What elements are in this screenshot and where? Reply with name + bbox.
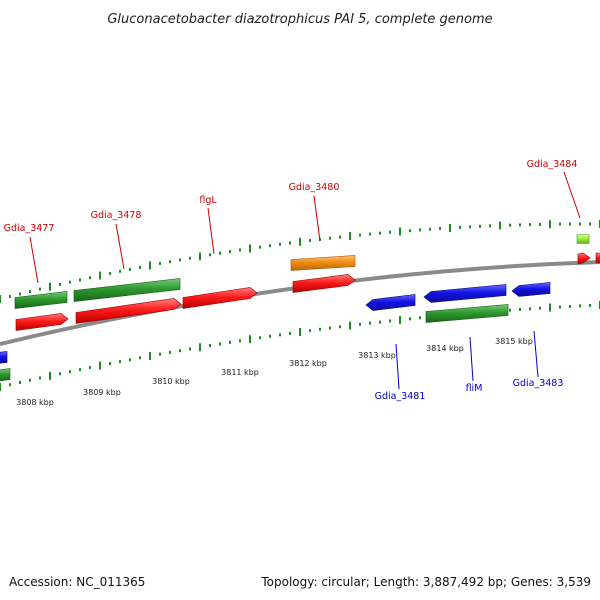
leader-flim — [469, 336, 474, 382]
gene-arrow-edge[interactable] — [595, 252, 600, 264]
leader-gdia-3481 — [395, 343, 400, 390]
gene-arrow-flim[interactable] — [423, 284, 507, 303]
label-leader-lines — [29, 171, 581, 390]
ruler-label: 3812 kbp — [289, 359, 327, 368]
gene-arrow-orange[interactable] — [290, 255, 356, 271]
ruler-label: 3814 kbp — [426, 344, 464, 353]
leader-gdia-3477 — [29, 236, 39, 284]
leader-flgl — [207, 207, 215, 255]
map-title: Gluconacetobacter diazotrophicus PAI 5, … — [107, 12, 492, 27]
gene-label-gdia-3484[interactable]: Gdia_3484 — [527, 159, 578, 170]
ruler-label: 3815 kbp — [495, 337, 533, 346]
gene-label-gdia-3481[interactable]: Gdia_3481 — [375, 391, 426, 402]
gene-arrow-green-edge[interactable] — [0, 368, 11, 382]
gene-label-gdia-3483[interactable]: Gdia_3483 — [513, 378, 564, 389]
gene-arrow-green-2[interactable] — [73, 278, 181, 302]
leader-gdia-3484 — [563, 171, 581, 219]
gene-arrow-gdia-3478[interactable] — [75, 298, 182, 324]
gene-arrow-gdia-3481[interactable] — [365, 294, 416, 311]
gene-arrow-green-1[interactable] — [14, 291, 68, 309]
ruler-labels: 3808 kbp 3809 kbp 3810 kbp 3811 kbp 3812 kbp… — [16, 337, 533, 407]
gene-label-gdia-3477[interactable]: Gdia_3477 — [4, 223, 55, 234]
ruler-label: 3811 kbp — [221, 368, 259, 377]
gene-arrow-small[interactable] — [577, 252, 591, 265]
ruler-label: 3808 kbp — [16, 398, 54, 407]
gene-arrow-gdia-3483[interactable] — [511, 282, 551, 297]
ruler-label: 3813 kbp — [358, 351, 396, 360]
accession-text: Accession: NC_011365 — [9, 575, 145, 589]
leader-gdia-3478 — [115, 223, 125, 270]
gene-label-flgl[interactable]: flgL — [199, 195, 217, 206]
leader-gdia-3483 — [533, 330, 539, 378]
gene-features — [0, 234, 600, 382]
ruler-label: 3809 kbp — [83, 388, 121, 397]
gene-arrow-lightgreen[interactable] — [576, 234, 590, 244]
gene-arrow-gdia-3480[interactable] — [292, 274, 356, 293]
topology-text: Topology: circular; Length: 3,887,492 bp… — [260, 575, 591, 589]
upper-tick-track — [0, 220, 600, 303]
gene-arrow-flgl[interactable] — [182, 287, 258, 309]
gene-arrow-blue-edge[interactable] — [0, 351, 8, 364]
gene-label-gdia-3480[interactable]: Gdia_3480 — [289, 182, 340, 193]
gene-label-gdia-3478[interactable]: Gdia_3478 — [91, 210, 142, 221]
gene-arrow-green-3[interactable] — [425, 304, 509, 323]
gene-arrow-gdia-3477[interactable] — [15, 313, 69, 331]
leader-gdia-3480 — [313, 195, 321, 242]
ruler-label: 3810 kbp — [152, 377, 190, 386]
gene-label-flim[interactable]: fliM — [466, 383, 483, 394]
